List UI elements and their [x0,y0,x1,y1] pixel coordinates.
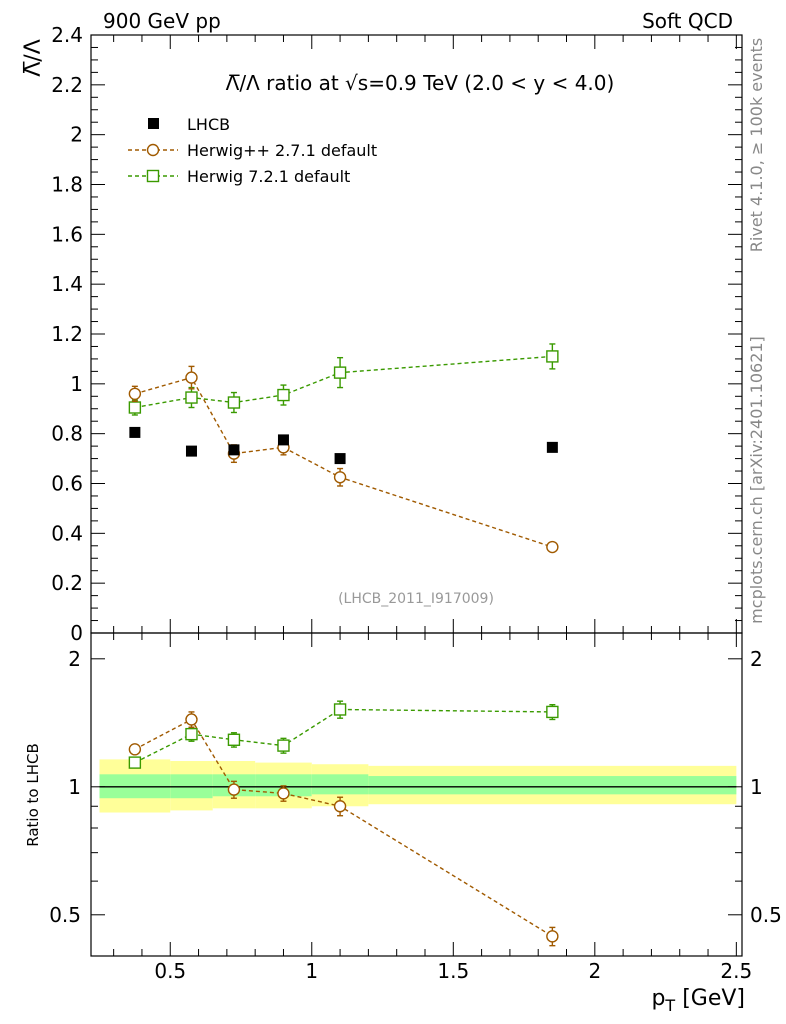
main-title: Λ̅/Λ ratio at √s=0.9 TeV (2.0 < y < 4.0) [226,71,615,95]
main-y-tick-label: 0.2 [51,571,83,595]
ratio-y-tick-label-right: 0.5 [750,903,782,927]
x-axis-title: pT [GeV] [651,986,745,1015]
x-tick-label: 1 [305,959,318,983]
herwig7-series-line [134,355,553,409]
side-label-rivet: Rivet 4.1.0, ≥ 100k events [747,38,766,252]
ratio-panel-frame [90,632,743,957]
main-y-tick-label: 1 [70,372,83,396]
main-y-tick-label: 2.4 [51,23,83,47]
main-y-tick-label: 2 [70,123,83,147]
ratio-herwigpp-point [546,930,559,943]
lhcb-point [546,441,558,453]
ratio-herwig7-point [546,705,559,719]
lhcb-point [129,426,141,438]
legend: LHCB Herwig++ 2.7.1 default Herwig 7.2.1… [128,115,377,186]
main-y-tick-label: 0 [70,621,83,645]
ratio-herwig7-series-line [134,708,553,764]
header-right-label: Soft QCD [642,9,733,33]
main-y-tick-label: 0.8 [51,422,83,446]
ratio-herwigpp-point [128,743,142,756]
main-y-tick-label: 0.6 [51,472,83,496]
legend-marker-herwigpp [146,143,160,157]
ratio-herwig7-point [227,733,241,746]
main-y-tick-label: 1.6 [51,222,83,246]
ratio-herwig7-point [333,703,347,716]
legend-label-herwig7: Herwig 7.2.1 default [187,167,350,186]
ratio-herwigpp-point [185,713,198,726]
main-y-tick-label: 1.8 [51,173,83,197]
main-y-axis-title: Λ̅/Λ [21,39,46,77]
herwigpp-point [333,471,347,484]
ratio-y-tick-label: 2 [68,647,81,671]
ratio-y-tick-label: 0.5 [49,903,81,927]
ratio-y-tick-label: 1 [68,775,81,799]
ratio-band-inner-segment [368,776,737,795]
main-y-tick-label: 1.4 [51,272,83,296]
analysis-watermark: (LHCB_2011_I917009) [338,591,494,607]
herwig7-point [227,396,241,409]
herwig7-point [128,401,142,414]
ratio-y-tick-label-right: 1 [750,775,763,799]
herwig7-point [185,391,198,404]
ratio-band-inner-segment [311,774,369,795]
header-left-label: 900 GeV pp [103,9,221,33]
herwigpp-point [185,371,198,384]
x-tick-label: 2.5 [720,959,752,983]
lhcb-point [277,434,289,446]
chart-title: Λ̅/Λ ratio at √s=0.9 TeV (2.0 < y < 4.0) [226,71,615,95]
ratio-herwigpp-point [333,800,347,813]
ratio-herwig7-point [185,727,198,741]
lhcb-point [228,444,240,456]
herwigpp-series-line [134,376,553,548]
legend-entry-lhcb: LHCB [148,115,230,134]
x-tick-label: 2 [588,959,601,983]
side-label-mcplots: mcplots.cern.ch [arXiv:2401.10621] [747,336,766,624]
ratio-uncertainty-band [99,759,737,813]
ratio-herwigpp-point [227,783,241,796]
ratio-y-axis-title: Ratio to LHCB [24,743,42,847]
herwigpp-point [128,387,142,400]
ratio-y-tick-label-right: 2 [750,647,763,671]
x-tick-label: 0.5 [154,959,186,983]
herwig7-point [546,350,559,363]
ratio-herwig7-point [277,739,290,752]
legend-label-herwigpp: Herwig++ 2.7.1 default [187,141,377,160]
legend-marker-herwig7 [146,169,160,183]
ratio-herwigpp-series-line [134,718,553,937]
legend-marker-lhcb [148,118,159,129]
legend-label-lhcb: LHCB [187,115,230,134]
lhcb-point [334,453,346,465]
ratio-herwig7-point [128,756,142,769]
x-tick-label: 1.5 [437,959,469,983]
ratio-herwigpp-point [277,787,290,800]
herwig7-point [277,388,290,402]
main-y-tick-label: 0.4 [51,521,83,545]
main-y-tick-label: 1.2 [51,322,83,346]
legend-entry-herwig7: Herwig 7.2.1 default [128,167,350,186]
main-y-tick-label: 2.2 [51,73,83,97]
legend-entry-herwigpp: Herwig++ 2.7.1 default [128,141,377,160]
herwigpp-point [546,540,559,554]
herwig7-point [333,366,347,379]
lhcb-point [185,445,197,457]
